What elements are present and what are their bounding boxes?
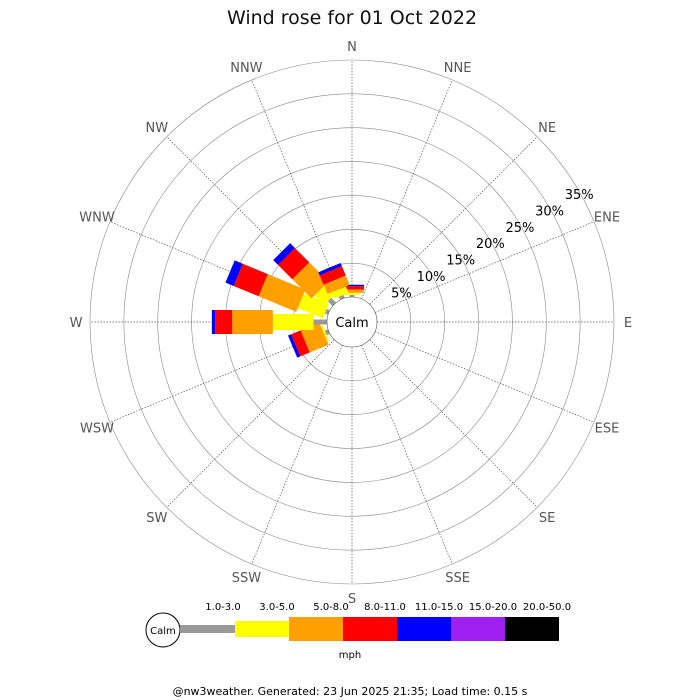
grid-ring <box>89 59 615 585</box>
direction-label-e: E <box>624 316 632 331</box>
legend-swatch-11.0-15.0 <box>397 617 451 641</box>
bar-nnw-bin-2 <box>323 275 350 295</box>
bar-nw-bin-0 <box>327 297 337 307</box>
spoke-ssw <box>251 344 343 565</box>
bar-wnw-bin-3 <box>233 263 268 297</box>
percent-label: 10% <box>417 270 446 285</box>
percent-label: 5% <box>391 286 412 301</box>
legend-label-8.0-11.0: 8.0-11.0 <box>364 602 406 613</box>
legend-swatch-15.0-20.0 <box>451 617 505 641</box>
direction-label-nw: NW <box>146 121 169 136</box>
footer-text: @nw3weather. Generated: 23 Jun 2025 21:3… <box>173 685 528 698</box>
direction-label-se: SE <box>539 511 555 526</box>
spoke-nne <box>361 79 453 300</box>
legend-label-11.0-15.0: 11.0-15.0 <box>415 602 463 613</box>
percent-label: 20% <box>476 237 505 252</box>
percent-label: 30% <box>535 204 564 219</box>
legend-unit: mph <box>339 650 361 661</box>
spoke-ene <box>374 221 595 313</box>
direction-label-sw: SW <box>146 511 167 526</box>
percent-label: 25% <box>505 221 534 236</box>
spoke-sse <box>361 344 453 565</box>
spoke-se <box>369 339 538 508</box>
legend-label-20.0-50.0: 20.0-50.0 <box>523 602 571 613</box>
bar-nnw-bin-0 <box>338 294 345 300</box>
bar-wsw-bin-0 <box>324 329 330 336</box>
spoke-wsw <box>109 331 330 423</box>
direction-label-wsw: WSW <box>80 422 114 437</box>
bar-w-bin-4 <box>211 310 216 334</box>
bar-nnw-bin-4 <box>318 263 342 276</box>
direction-label-ne: NE <box>538 121 556 136</box>
legend-swatch-8.0-11.0 <box>343 617 397 641</box>
percent-labels: 5% 10%15%20%25%30%35% <box>391 188 593 301</box>
direction-label-s: S <box>348 592 356 607</box>
direction-label-nnw: NNW <box>230 61 262 76</box>
bar-n-bin-1 <box>344 292 360 295</box>
direction-label-sse: SSE <box>445 571 470 586</box>
direction-label-n: N <box>347 40 357 55</box>
bar-wnw-bin-1 <box>297 293 329 319</box>
bar-w-bin-3 <box>215 310 233 334</box>
bar-wnw-bin-4 <box>225 260 243 286</box>
direction-label-ese: ESE <box>595 422 620 437</box>
spoke-nnw <box>251 79 343 300</box>
wind-bars <box>211 243 364 358</box>
bar-nw-bin-4 <box>273 243 295 265</box>
direction-label-w: W <box>70 316 83 331</box>
direction-label-wnw: WNW <box>79 210 115 225</box>
chart-title: Wind rose for 01 Oct 2022 <box>227 7 477 29</box>
legend-swatch-1.0-3.0 <box>180 625 235 633</box>
calm-label: Calm <box>335 316 368 331</box>
bar-wnw-bin-0 <box>324 308 330 315</box>
bar-nnw-bin-1 <box>331 286 349 299</box>
spoke-ese <box>374 331 595 423</box>
calm-circle <box>326 296 378 348</box>
percent-label: 15% <box>446 254 475 269</box>
spoke-ne <box>369 136 538 305</box>
legend-calm-label: Calm <box>150 626 176 637</box>
bar-w-bin-1 <box>272 314 314 330</box>
bar-wsw-bin-4 <box>288 334 301 358</box>
bar-wsw-bin-3 <box>291 330 310 357</box>
speed-legend: Calm 1.0-3.0 3.0-5.0 5.0-8.0 8.0-11.0 11.0-1… <box>145 602 571 661</box>
direction-labels: N NNE NE ENE E ESE SE SSE S SSW SW WSW W WNW NW NNW <box>70 40 633 607</box>
legend-label-15.0-20.0: 15.0-20.0 <box>469 602 517 613</box>
legend-label-3.0-5.0: 3.0-5.0 <box>259 602 294 613</box>
direction-label-ene: ENE <box>594 210 620 225</box>
legend-label-5.0-8.0: 5.0-8.0 <box>313 602 348 613</box>
bar-wsw-bin-2 <box>300 322 329 353</box>
legend-swatch-3.0-5.0 <box>235 621 289 637</box>
direction-label-nne: NNE <box>444 61 472 76</box>
legend-swatch-5.0-8.0 <box>289 617 343 641</box>
legend-swatch-20.0-50.0 <box>505 617 559 641</box>
bar-n-bin-0 <box>349 294 355 297</box>
bar-w-bin-0 <box>313 319 327 325</box>
legend-label-1.0-3.0: 1.0-3.0 <box>205 602 240 613</box>
grid-ring <box>123 93 581 551</box>
percent-label: 35% <box>565 188 594 203</box>
bar-wnw-bin-2 <box>258 274 306 312</box>
bar-nw-bin-3 <box>277 247 310 280</box>
bar-nnw-bin-3 <box>319 266 346 285</box>
bar-wsw-bin-1 <box>320 325 329 342</box>
bar-w-bin-2 <box>232 310 273 334</box>
direction-label-ssw: SSW <box>232 571 262 586</box>
bar-nw-bin-2 <box>292 262 329 299</box>
spoke-sw <box>166 339 335 508</box>
